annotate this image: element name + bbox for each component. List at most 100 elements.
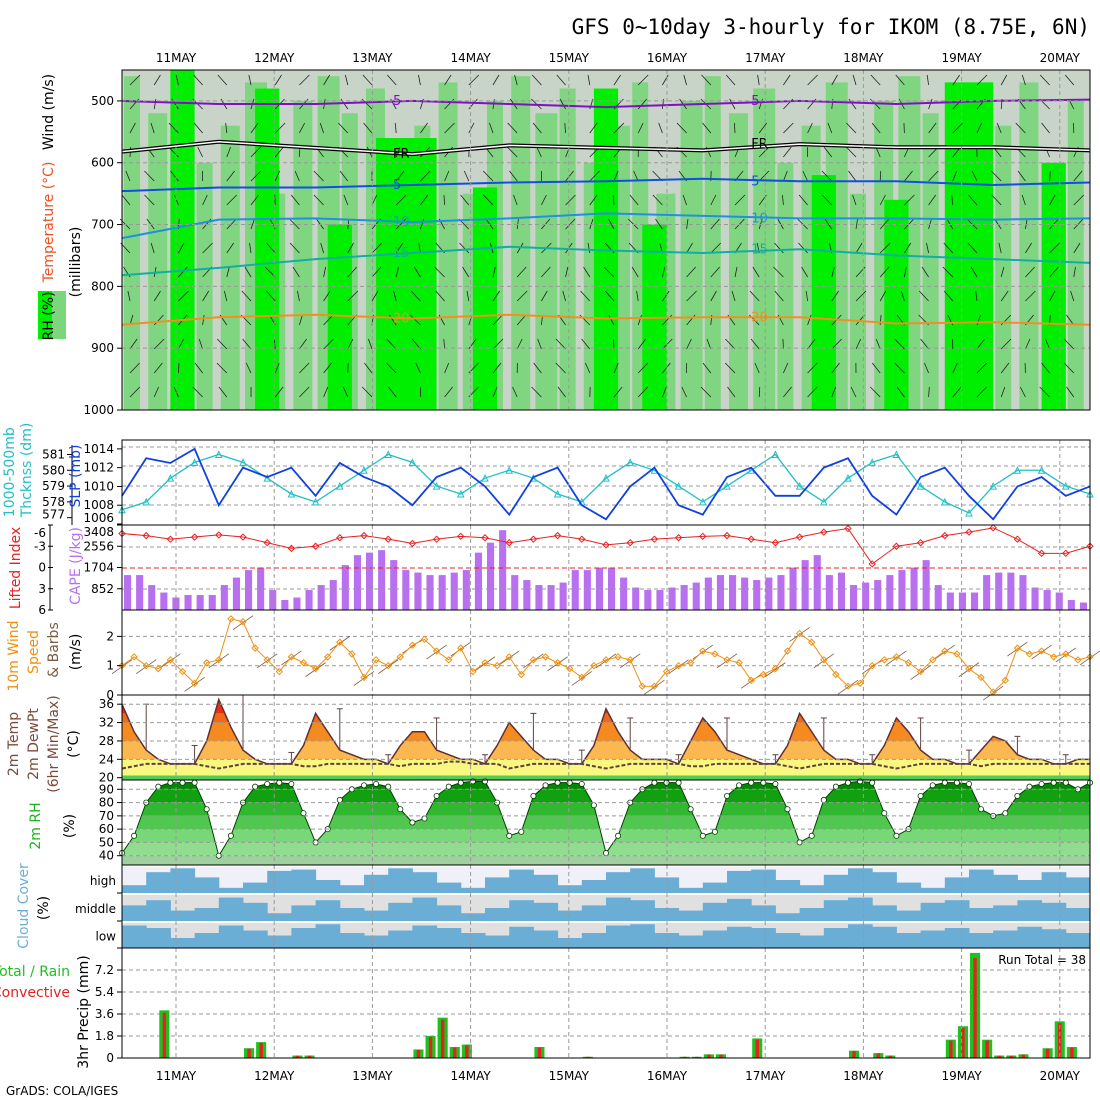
wind-barb (226, 266, 230, 278)
wind-barb (443, 194, 445, 206)
wind-barb (1025, 242, 1032, 254)
cloud-bar-low (509, 926, 534, 948)
wind-barb (604, 290, 615, 302)
wind-barb (1073, 266, 1076, 278)
day-label-bottom: 13MAY (352, 1069, 393, 1083)
wind-barb (682, 194, 687, 206)
rh2m-axis-label: 2m RH (28, 802, 44, 849)
thickness-point (771, 450, 780, 458)
cape-bar (898, 570, 906, 610)
wind-barb (323, 74, 331, 86)
wind-barb-10m (716, 653, 738, 669)
rh-point (1038, 780, 1045, 787)
rh-point (276, 779, 283, 786)
cape-bar (462, 570, 470, 610)
day-label-top: 16MAY (647, 51, 688, 65)
rh-point (748, 779, 755, 786)
isotherm-label: FR (751, 137, 768, 152)
rh-point (300, 810, 307, 817)
wind-barb (774, 290, 784, 302)
li-tick-label: 3 (38, 582, 46, 596)
wind-barb (894, 338, 905, 350)
wind-barb (492, 338, 504, 350)
cape-bar (499, 530, 507, 610)
precip-convective-bar (755, 1039, 759, 1058)
rh-shading-bright (170, 70, 195, 410)
wind-barb (875, 338, 881, 350)
cape-bar (874, 580, 882, 610)
wind-barb (1017, 170, 1026, 182)
wind-barb (783, 146, 792, 158)
wind-barb (418, 242, 421, 254)
wind-barb (681, 386, 687, 398)
wind-speed-point (783, 647, 792, 655)
wind-speed-point (481, 659, 489, 667)
cloud-bar-low (122, 925, 147, 948)
wind-barb (831, 290, 839, 302)
wind-barb (1019, 386, 1026, 398)
wind-barb (1049, 242, 1060, 254)
wind-barb-10m (523, 653, 544, 669)
wind-barb (395, 242, 404, 254)
wind-barb (297, 290, 300, 302)
wind-speed-point (578, 673, 586, 682)
precip-convective-bar (259, 1042, 263, 1058)
day-label-top: 13MAY (352, 51, 393, 65)
wind-barb (153, 98, 157, 110)
li-point (1037, 549, 1046, 558)
wind-barb-10m (329, 635, 351, 651)
y-tick-label: 500 (91, 94, 114, 108)
wind-barb (589, 218, 594, 230)
cloud-row-label-low: low (96, 930, 117, 944)
thickness-point (311, 497, 320, 506)
wind-barb (928, 218, 932, 230)
millibars-axis-label: (millibars) (68, 227, 84, 298)
wind-axis-label-2: Speed (26, 630, 42, 674)
wind-barb-10m (305, 662, 326, 677)
wind-barb (313, 170, 324, 182)
thickness-point (335, 481, 344, 490)
wind-barb (807, 122, 813, 134)
rh-point (724, 792, 731, 799)
wind-speed-line (121, 618, 1091, 693)
day-label-top: 15MAY (549, 51, 590, 65)
wind-barb (193, 74, 203, 86)
day-label-top: 12MAY (254, 51, 295, 65)
cape-bar (232, 577, 240, 610)
wind-barb (1021, 74, 1026, 86)
wind-barb (153, 386, 159, 398)
rh-point (167, 779, 174, 786)
rh-fill-band (122, 829, 1090, 843)
wind-barb (629, 194, 639, 206)
rh-shading-medium (1019, 82, 1039, 410)
wind-barb (537, 338, 542, 350)
cloud-bar-high (412, 872, 438, 893)
cloud-bar-middle (339, 908, 365, 921)
thickness-point (795, 481, 804, 490)
cloud-bar-middle (944, 900, 970, 921)
y-tick-label: 20 (99, 771, 114, 785)
li-point (287, 544, 296, 553)
wind-barb (633, 170, 639, 182)
rh-shading-medium (704, 76, 721, 410)
li-point (1013, 535, 1022, 543)
y-tick-label: 40 (99, 849, 114, 863)
wind-barb (565, 218, 576, 230)
wind-barb (532, 122, 542, 134)
cape-bar (160, 592, 168, 610)
wind-barb (662, 314, 673, 326)
cloud-bar-middle (896, 910, 922, 921)
cape-bar (825, 575, 833, 610)
wind-speed-point (457, 644, 465, 652)
wind-barb (662, 386, 667, 398)
wind-barb (492, 314, 503, 326)
cloud-bar-high (243, 882, 268, 893)
precip-convective-bar (888, 1055, 893, 1058)
cloud-bar-middle (581, 905, 607, 921)
rh-point (711, 828, 718, 835)
precip-convective-bar (295, 1055, 300, 1058)
wind-barb (991, 170, 1002, 182)
wind-barb (676, 122, 687, 134)
wind-barb (387, 74, 397, 86)
rh-fill-band (122, 789, 1090, 803)
